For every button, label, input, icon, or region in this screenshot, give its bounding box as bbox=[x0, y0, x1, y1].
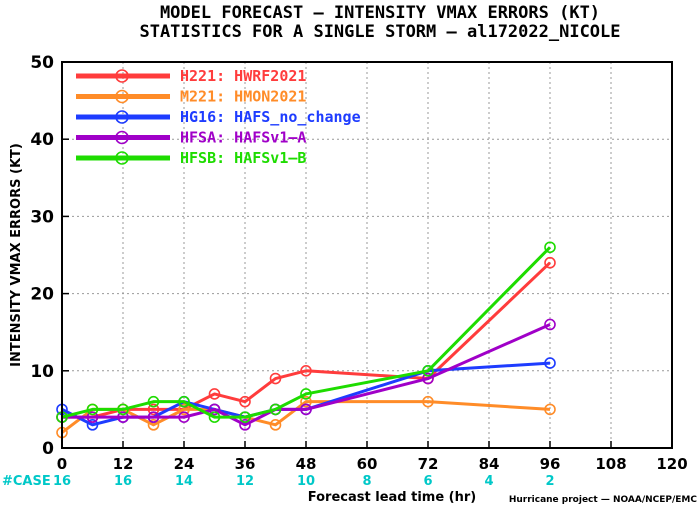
x-tick-label: 48 bbox=[296, 455, 317, 473]
data-point bbox=[544, 256, 556, 269]
y-tick-label: 50 bbox=[30, 53, 54, 73]
data-point bbox=[422, 372, 434, 385]
data-point bbox=[86, 411, 99, 423]
legend-marker bbox=[115, 69, 129, 83]
data-point bbox=[208, 403, 221, 416]
x-tick-label: 36 bbox=[235, 455, 256, 473]
data-point bbox=[300, 388, 312, 400]
x-axis-label: Forecast lead time (hr) bbox=[308, 490, 476, 505]
data-point bbox=[178, 411, 190, 423]
legend-label: HG16: HAFS_no_change bbox=[180, 108, 361, 126]
y-axis-label: INTENSITY VMAX ERRORS (KT) bbox=[9, 143, 24, 367]
case-count: 10 bbox=[297, 474, 315, 489]
x-tick-label: 12 bbox=[113, 455, 134, 473]
x-tick-label: 0 bbox=[57, 455, 67, 473]
case-count: 8 bbox=[362, 474, 371, 489]
data-point bbox=[147, 403, 160, 416]
chart-subtitle: STATISTICS FOR A SINGLE STORM — al172022… bbox=[139, 22, 620, 42]
case-counts: 16 16 14 12 10 8 6 4 2 bbox=[53, 474, 555, 489]
case-count: 16 bbox=[114, 474, 132, 489]
series-line bbox=[61, 246, 552, 419]
case-count: 14 bbox=[175, 474, 193, 489]
tick-labels: 0 12 24 36 48 60 72 84 96 108 120 0 10 20 30 40 50 bbox=[30, 53, 687, 473]
data-point bbox=[544, 241, 556, 254]
x-tick-label: 24 bbox=[174, 455, 195, 473]
x-tick-label: 60 bbox=[357, 455, 378, 473]
data-point bbox=[269, 403, 282, 416]
data-point bbox=[86, 419, 99, 431]
data-point bbox=[422, 364, 434, 377]
data-point bbox=[147, 419, 160, 431]
data-point bbox=[178, 403, 190, 416]
x-tick-label: 72 bbox=[418, 455, 439, 473]
legend-entry: HFSB: HAFSv1—B bbox=[76, 149, 306, 167]
legend-marker bbox=[115, 110, 129, 124]
x-tick-label: 108 bbox=[595, 455, 626, 473]
y-tick-label: 40 bbox=[30, 130, 54, 150]
data-point bbox=[422, 395, 434, 408]
series-line bbox=[62, 323, 551, 427]
data-point bbox=[544, 357, 556, 369]
data-point bbox=[300, 364, 312, 377]
case-count: 16 bbox=[53, 474, 71, 489]
legend-entry: H221: HWRF2021 bbox=[76, 67, 306, 85]
legend: H221: HWRF2021 M221: HMON2021 HG16: HAFS_n… bbox=[76, 67, 361, 167]
y-tick-label: 10 bbox=[30, 362, 54, 382]
data-point bbox=[178, 395, 190, 408]
data-point bbox=[300, 395, 312, 408]
data-point bbox=[86, 403, 99, 416]
legend-entry: HG16: HAFS_no_change bbox=[76, 108, 361, 126]
series-line bbox=[62, 261, 552, 419]
data-point bbox=[147, 411, 160, 423]
legend-label: HFSA: HAFSv1—A bbox=[180, 129, 306, 147]
data-point bbox=[208, 411, 221, 423]
y-tick-label: 0 bbox=[42, 439, 54, 459]
x-tick-label: 120 bbox=[656, 455, 687, 473]
data-point bbox=[269, 419, 282, 431]
legend-marker bbox=[115, 151, 129, 165]
data-point bbox=[300, 403, 312, 416]
data-point bbox=[117, 411, 129, 423]
data-point bbox=[208, 388, 221, 400]
case-count: 6 bbox=[423, 474, 432, 489]
y-tick-label: 30 bbox=[30, 207, 54, 227]
case-count: 12 bbox=[236, 474, 254, 489]
legend-entry: M221: HMON2021 bbox=[76, 88, 306, 106]
legend-marker bbox=[115, 89, 129, 104]
data-point bbox=[239, 411, 251, 423]
legend-marker bbox=[115, 130, 129, 145]
legend-label: HFSB: HAFSv1—B bbox=[180, 149, 306, 167]
case-count: 2 bbox=[545, 474, 554, 489]
x-tick-label: 96 bbox=[540, 455, 561, 473]
x-tick-label: 84 bbox=[479, 455, 500, 473]
credit-text: Hurricane project — NOAA/NCEP/EMC bbox=[509, 495, 698, 505]
data-point bbox=[147, 395, 160, 408]
legend-entry: HFSA: HAFSv1—A bbox=[76, 129, 306, 147]
data-point bbox=[544, 403, 556, 416]
case-label: #CASE bbox=[2, 474, 51, 489]
series-layer bbox=[56, 241, 556, 439]
data-point bbox=[239, 395, 251, 408]
case-count: 4 bbox=[484, 474, 493, 489]
legend-label: H221: HWRF2021 bbox=[180, 67, 306, 85]
chart-title: MODEL FORECAST — INTENSITY VMAX ERRORS (… bbox=[160, 3, 600, 23]
y-tick-label: 20 bbox=[30, 285, 54, 305]
data-point bbox=[117, 403, 129, 416]
data-point bbox=[544, 318, 556, 331]
data-point bbox=[269, 372, 282, 385]
legend-label: M221: HMON2021 bbox=[180, 88, 306, 106]
data-point bbox=[239, 419, 251, 431]
